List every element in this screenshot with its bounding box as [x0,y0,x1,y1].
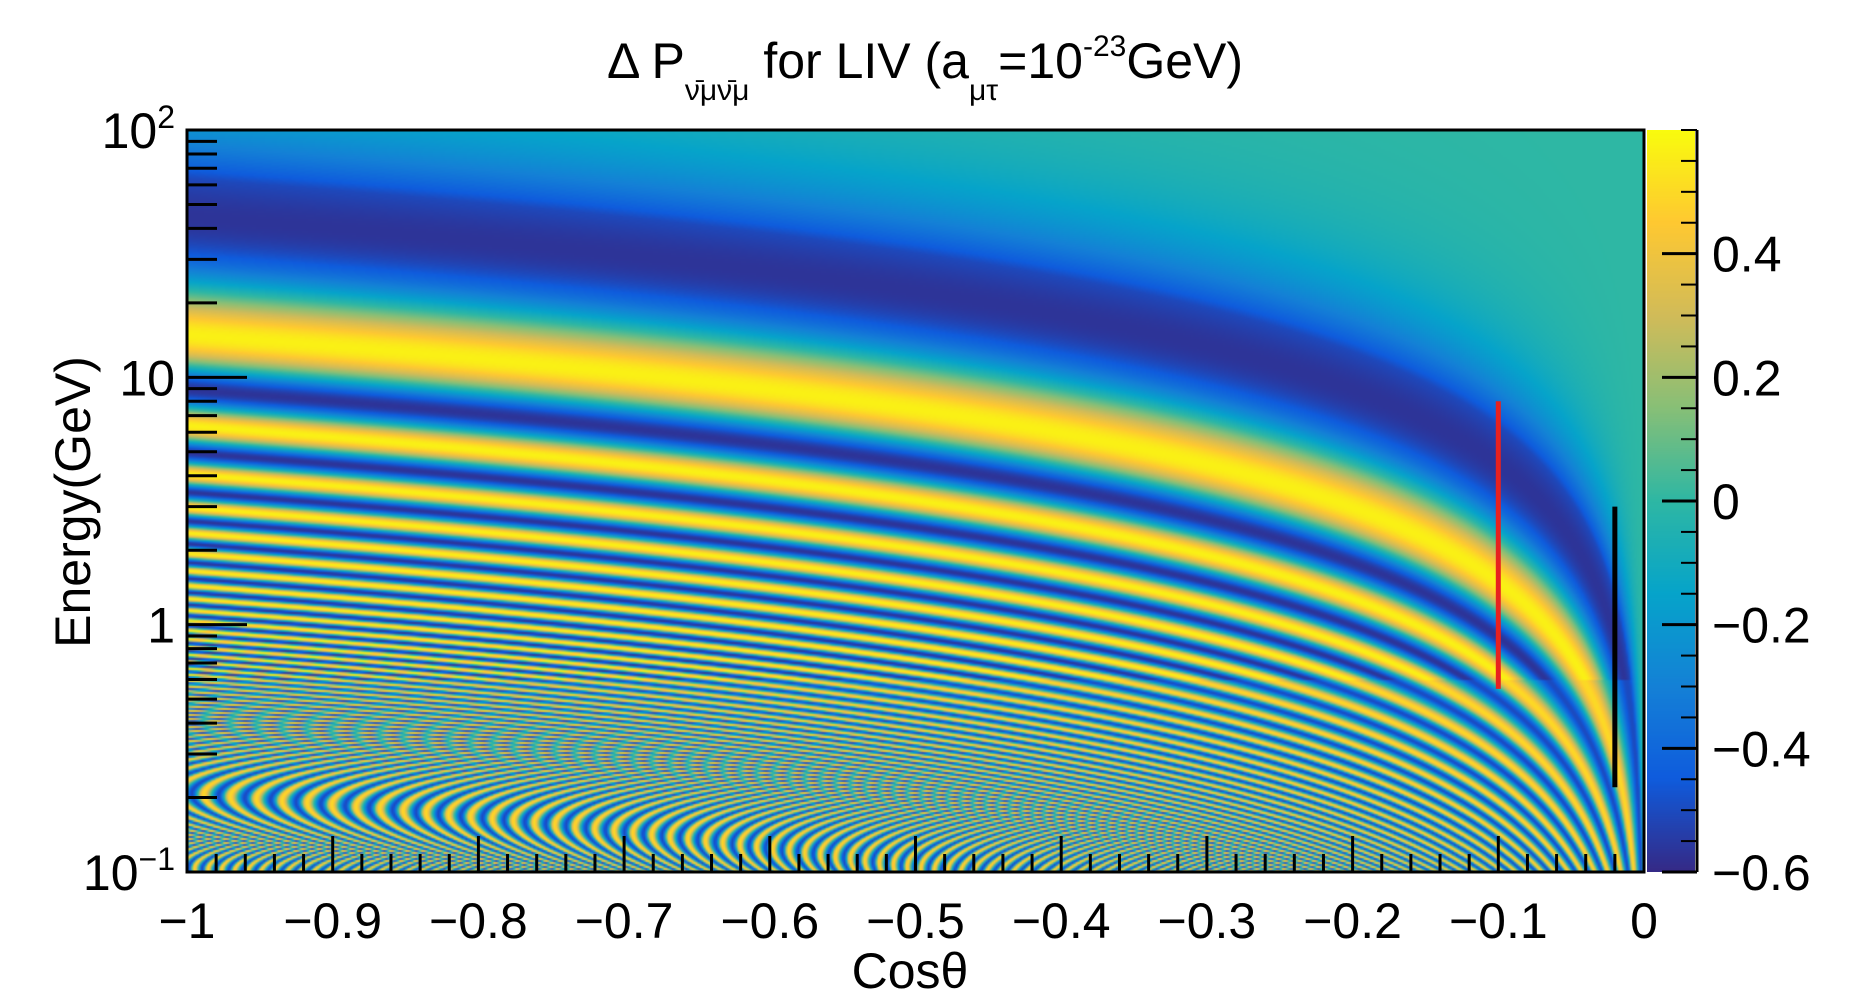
title-subscript: ν̄μν̄μ [685,74,750,107]
x-tick-label: −0.9 [283,893,382,949]
overlay-lines [1495,401,1618,788]
x-tick-label: 0 [1630,893,1658,949]
colorbar-tick-label: −0.6 [1712,845,1811,901]
y-tick-label: 1 [147,598,175,654]
x-tick-label: −0.6 [720,893,819,949]
title-middle: for LIV (a [749,33,969,89]
title-prefix: Δ P [607,33,685,89]
y-tick-label: 10−1 [83,841,175,901]
colorbar-tick-labels: 0.4 0.2 0 −0.2 −0.4 −0.6 [1712,227,1811,901]
title-superscript: -23 [1083,30,1126,63]
y-tick-label: 10 [119,350,175,406]
heatmap [187,130,1644,872]
x-tick-label: −0.3 [1158,893,1257,949]
colorbar-tick-label: 0.2 [1712,350,1782,406]
y-axis-tick-labels: 102 10 1 10−1 [83,99,175,901]
x-tick-label: −0.2 [1303,893,1402,949]
x-tick-label: −0.8 [429,893,528,949]
colorbar-tick-label: 0.4 [1712,227,1782,283]
x-tick-label: −0.4 [1012,893,1111,949]
y-axis-title: Energy(GeV) [45,356,101,648]
x-tick-label: −1 [158,893,215,949]
title-subscript-2: μτ [969,74,998,107]
x-tick-label: −0.7 [575,893,674,949]
colorbar-tick-label: −0.4 [1712,721,1811,777]
colorbar-ticks [1662,129,1697,874]
title-suffix: GeV) [1126,33,1243,89]
chart-title: Δ Pν̄μν̄μ for LIV (aμτ=10-23GeV) [607,30,1243,107]
colorbar-tick-label: 0 [1712,474,1740,530]
x-axis-ticks [185,836,1646,872]
x-axis-tick-labels: −1 −0.9 −0.8 −0.7 −0.6 −0.5 −0.4 −0.3 −0.2 −0.1 0 [158,893,1657,949]
title-middle-2: =10 [998,33,1083,89]
y-tick-label: 102 [102,99,175,159]
x-tick-label: −0.5 [866,893,965,949]
colorbar-tick-label: −0.2 [1712,598,1811,654]
x-axis-title: Cosθ [852,943,969,996]
x-tick-label: −0.1 [1449,893,1548,949]
y-axis-ticks [187,128,247,874]
plot-area [185,128,1646,874]
